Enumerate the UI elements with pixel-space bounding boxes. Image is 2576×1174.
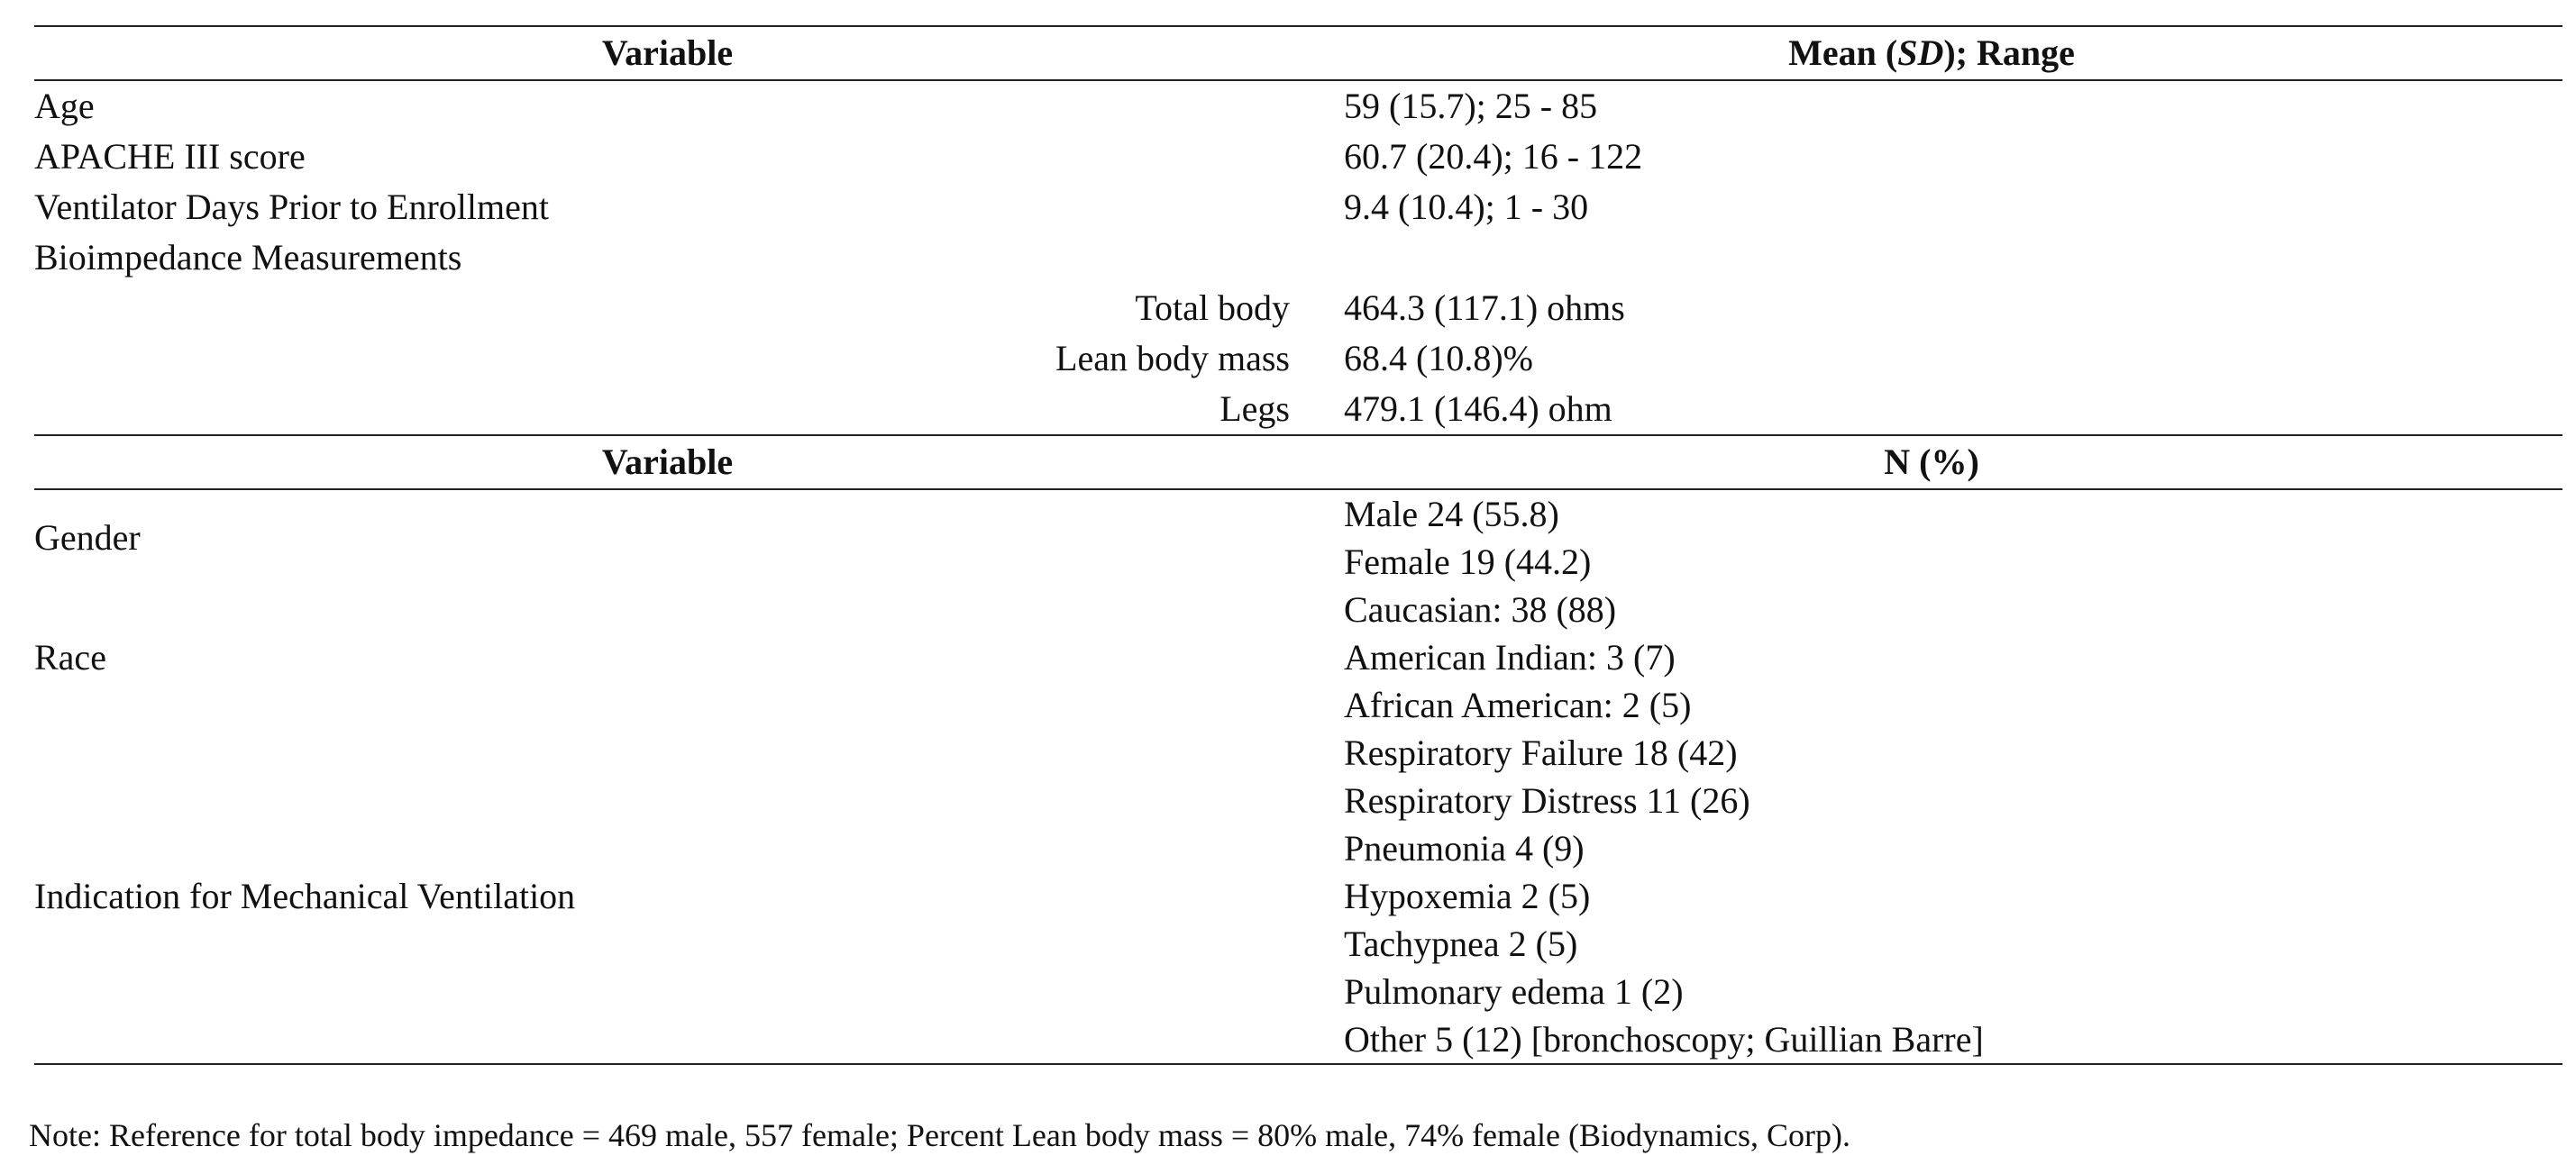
value-line: Pneumonia 4 (9) (1344, 828, 1585, 869)
subrow-label: Total body (1135, 287, 1290, 328)
table-row-gender: Gender Male 24 (55.8) Female 19 (44.2) (34, 489, 2562, 586)
row-label: Race (34, 636, 106, 678)
table-subrow-legs: Legs 479.1 (146.4) ohm (34, 384, 2562, 435)
value-line: African American: 2 (5) (1344, 685, 1692, 725)
value-line: Female 19 (44.2) (1344, 541, 1592, 582)
table-subrow-total-body: Total body 464.3 (117.1) ohms (34, 283, 2562, 333)
row-values: Respiratory Failure 18 (42) Respiratory … (1301, 729, 2562, 1065)
header-range-suffix: ); Range (1943, 32, 2075, 73)
patient-characteristics-table: Variable Mean (SD); Range Age 59 (15.7);… (34, 25, 2562, 1065)
subrow-value: 68.4 (10.8)% (1344, 338, 1533, 378)
row-label: Indication for Mechanical Ventilation (34, 729, 1301, 1065)
table-subrow-lean-body-mass: Lean body mass 68.4 (10.8)% (34, 333, 2562, 384)
section2-header-row: Variable N (%) (34, 434, 2562, 490)
table-row-age: Age 59 (15.7); 25 - 85 (34, 80, 2562, 132)
row-label: APACHE III score (34, 136, 306, 177)
row-value: 59 (15.7); 25 - 85 (1344, 86, 1598, 126)
subrow-value: 479.1 (146.4) ohm (1344, 388, 1612, 429)
row-label: Gender (34, 517, 141, 558)
value-line: Caucasian: 38 (88) (1344, 589, 1617, 630)
header-mean-prefix: Mean ( (1788, 32, 1898, 73)
header-n-percent: N (%) (1301, 434, 2562, 490)
row-label: Age (34, 86, 95, 126)
value-line: Male 24 (55.8) (1344, 494, 1559, 534)
row-value: 60.7 (20.4); 16 - 122 (1344, 136, 1643, 177)
header-variable: Variable (34, 434, 1301, 490)
value-line: Other 5 (12) [bronchoscopy; Guillian Bar… (1344, 1019, 1984, 1060)
table-row-race: Race Caucasian: 38 (88) American Indian:… (34, 586, 2562, 729)
row-label: Bioimpedance Measurements (34, 237, 462, 278)
row-values: Caucasian: 38 (88) American Indian: 3 (7… (1301, 586, 2562, 729)
value-line: Respiratory Failure 18 (42) (1344, 733, 1738, 773)
table-row-bioimpedance: Bioimpedance Measurements (34, 232, 2562, 283)
value-line: Respiratory Distress 11 (26) (1344, 780, 1750, 821)
subrow-label: Lean body mass (1055, 338, 1290, 378)
row-label: Ventilator Days Prior to Enrollment (34, 187, 550, 227)
section1-header-row: Variable Mean (SD); Range (34, 25, 2562, 81)
row-value (1301, 232, 2562, 283)
subrow-value: 464.3 (117.1) ohms (1344, 287, 1625, 328)
header-mean-sd-range: Mean (SD); Range (1301, 25, 2562, 81)
row-values: Male 24 (55.8) Female 19 (44.2) (1301, 489, 2562, 586)
row-value: 9.4 (10.4); 1 - 30 (1344, 187, 1589, 227)
subrow-label: Legs (1219, 388, 1290, 429)
table-row-apache: APACHE III score 60.7 (20.4); 16 - 122 (34, 132, 2562, 182)
header-variable: Variable (34, 25, 1301, 81)
value-line: Pulmonary edema 1 (2) (1344, 971, 1684, 1012)
header-sd: SD (1897, 32, 1944, 73)
table-row-indication: Indication for Mechanical Ventilation Re… (34, 729, 2562, 1065)
table-note: Note: Reference for total body impedance… (29, 1117, 1850, 1153)
value-line: Tachypnea 2 (5) (1344, 924, 1578, 964)
value-line: American Indian: 3 (7) (1344, 637, 1676, 678)
value-line: Hypoxemia 2 (5) (1344, 876, 1591, 916)
table-container: Variable Mean (SD); Range Age 59 (15.7);… (34, 25, 2562, 1065)
table-row-ventilator-days: Ventilator Days Prior to Enrollment 9.4 … (34, 182, 2562, 232)
